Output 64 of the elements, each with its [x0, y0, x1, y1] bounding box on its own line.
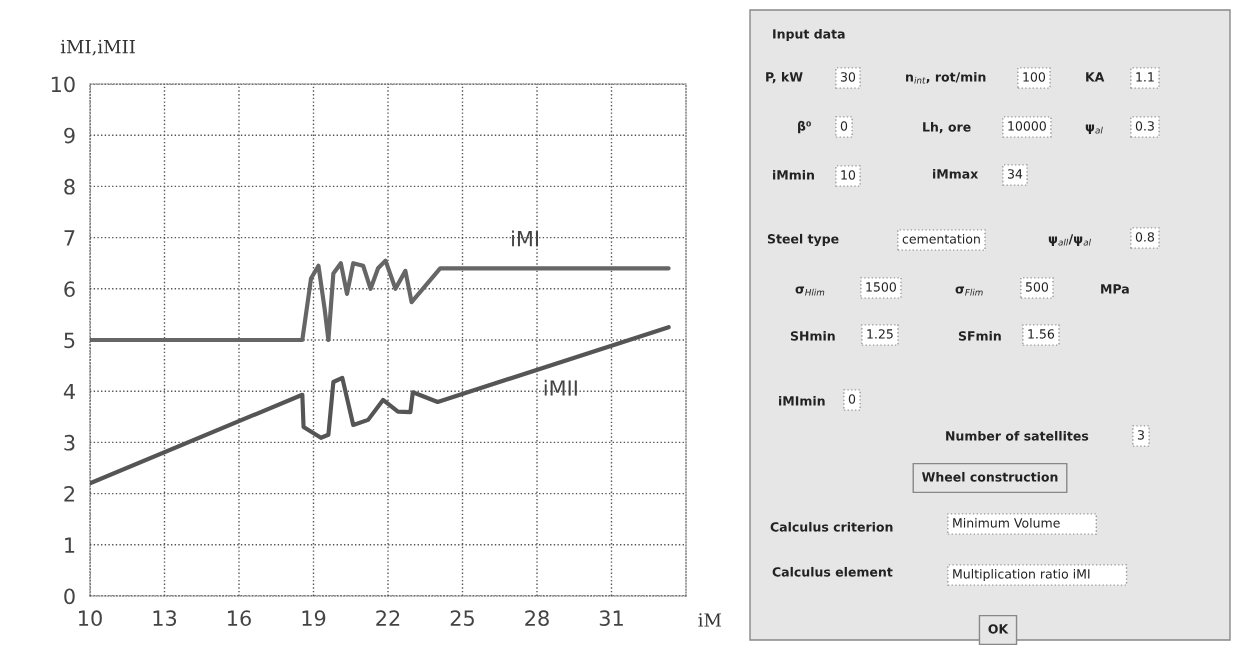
x-tick-label: 16 [228, 610, 251, 627]
x-tick-label: 10 [79, 610, 102, 627]
y-axis-title: iMI,iMII [60, 39, 135, 56]
text: 30 [840, 72, 856, 82]
text: iMmax [933, 168, 979, 179]
y-tick-label: 0 [64, 588, 75, 605]
text: MPa [1101, 284, 1129, 294]
y-tick-label: 7 [64, 230, 75, 246]
text: 0 [840, 121, 848, 131]
text: n$_{int}$, rot/min [906, 71, 986, 84]
text: Lh, ore [923, 121, 971, 134]
text: Multiplication ratio iMI [953, 568, 1090, 582]
y-tick-label: 8 [64, 178, 75, 195]
y-tick-label: 10 [51, 76, 75, 93]
text: 100 [1023, 72, 1046, 82]
text: 0.8 [1135, 232, 1155, 242]
text: 1.56 [1028, 329, 1055, 339]
x-tick-label: 22 [376, 610, 400, 626]
y-tick-label: 5 [64, 332, 75, 349]
text: 3 [1137, 430, 1144, 440]
text: σ$_{Flim}$ [955, 286, 983, 296]
y-tick-label: 4 [63, 383, 75, 400]
text: 1500 [866, 282, 896, 292]
x-tick-label: 19 [302, 610, 326, 627]
series-label: iMI [512, 230, 538, 247]
text: Input data [773, 28, 845, 42]
text: 0 [848, 394, 856, 404]
x-tick-label: 31 [599, 610, 623, 627]
y-tick-label: 1 [65, 537, 75, 553]
text: Calculus element [772, 566, 893, 577]
text: P, kW [766, 71, 803, 84]
x-tick-label: 25 [450, 610, 474, 627]
text: 0.3 [1135, 121, 1154, 131]
text: SFmin [958, 330, 1001, 341]
text: cementation [902, 233, 980, 244]
text: 10000 [1008, 121, 1046, 131]
text: ψ$_{al}$ [1085, 124, 1103, 134]
text: iMmin [773, 169, 814, 180]
y-tick-label: 6 [64, 281, 75, 298]
series-label: iMII [544, 379, 577, 396]
text: 34 [1007, 169, 1023, 179]
y-tick-label: 2 [64, 486, 75, 502]
text: Minimum Volume [953, 517, 1060, 528]
text: σ$_{Hlim}$ [795, 286, 825, 296]
text: Wheel construction [921, 471, 1058, 482]
text: Steel type [767, 233, 839, 247]
text: Number of satellites [946, 430, 1089, 441]
text: SHmin [790, 330, 835, 341]
text: ψ$_{all}$/ψ$_{al}$ [1048, 234, 1091, 247]
text: 500 [1025, 282, 1049, 292]
x-tick-label: 13 [153, 610, 177, 627]
line-series [90, 258, 671, 343]
text: KA [1086, 72, 1105, 82]
x-tick-label: 28 [525, 610, 549, 627]
y-tick-label: 9 [64, 127, 75, 144]
text: OK [988, 624, 1009, 634]
text: β⁰ [798, 120, 811, 134]
text: iMImin [779, 395, 825, 406]
x-axis-title: iM [698, 613, 722, 627]
text: 1.1 [1136, 72, 1154, 82]
text: Calculus criterion [770, 521, 893, 532]
text: 10 [841, 170, 856, 180]
text: 1.25 [867, 329, 893, 339]
y-tick-label: 3 [64, 434, 75, 451]
